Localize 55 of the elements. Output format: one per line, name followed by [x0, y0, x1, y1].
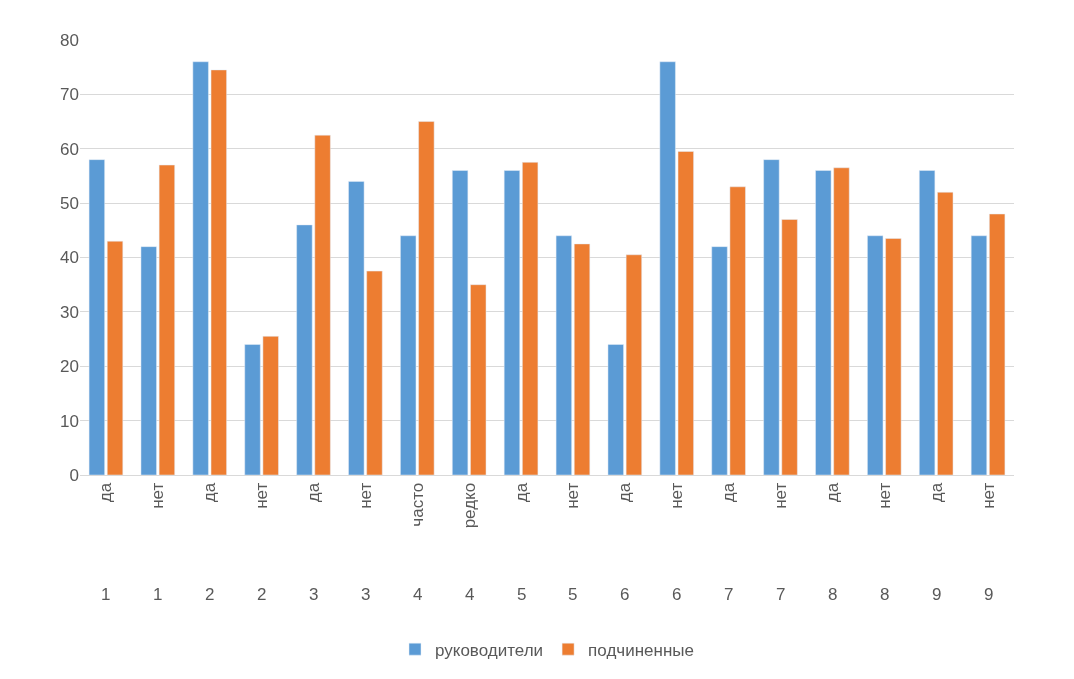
legend-label: руководители: [435, 640, 544, 660]
y-tick-label: 80: [60, 30, 79, 50]
x-tick-label: да: [822, 482, 842, 503]
bar: [555, 235, 572, 475]
x-tick-label: нет: [148, 482, 168, 509]
x-tick-label: да: [304, 482, 324, 503]
x-tick-label: да: [926, 482, 946, 503]
text: 8: [828, 585, 838, 604]
y-tick-label: 60: [60, 139, 79, 159]
y-tick-label: 50: [60, 194, 79, 214]
bar: [522, 162, 539, 475]
bar: [573, 243, 591, 475]
text: 3: [309, 585, 319, 604]
x-tick-label: нет: [874, 482, 894, 509]
y-tick-label: 20: [60, 357, 79, 377]
text: 2: [205, 585, 215, 604]
x-tick-label: да: [615, 482, 635, 503]
x-tick-label: нет: [978, 482, 998, 509]
x-tick-label: нет: [563, 482, 583, 509]
text: 9: [984, 585, 994, 604]
text: 7: [776, 585, 786, 604]
text: 7: [724, 585, 734, 604]
y-tick-label: 10: [60, 411, 79, 431]
bar: [970, 235, 988, 475]
bar: [989, 213, 1006, 475]
text: 3: [361, 585, 371, 604]
text: 2: [257, 585, 267, 604]
text: 1: [153, 585, 163, 604]
x-tick-label: да: [511, 482, 531, 503]
x-tick-label: да: [719, 482, 739, 503]
y-tick-label: 30: [60, 302, 79, 322]
x-tick-label: нет: [252, 482, 272, 509]
y-tick-label: 40: [60, 248, 79, 268]
text: 9: [932, 585, 942, 604]
y-tick-label: 0: [69, 465, 79, 485]
text: 5: [568, 585, 578, 604]
bar: [106, 240, 124, 475]
text: 5: [517, 585, 527, 604]
text: 4: [413, 585, 423, 604]
x-tick-label: да: [96, 482, 116, 503]
text: 1: [101, 585, 111, 604]
x-tick-label: нет: [355, 482, 375, 509]
x-tick-label: редко: [459, 482, 479, 529]
text: 6: [672, 585, 682, 604]
x-tick-label: нет: [667, 482, 687, 509]
x-tick-label: нет: [771, 482, 791, 509]
bar: [503, 170, 521, 475]
text: 6: [620, 585, 630, 604]
x-tick-label: да: [200, 482, 220, 503]
y-tick-label: 70: [60, 85, 79, 105]
text: 4: [465, 585, 475, 604]
legend-label: подчиненные: [588, 640, 694, 660]
text: 8: [880, 585, 890, 604]
bar: [88, 159, 105, 475]
x-tick-label: часто: [407, 482, 427, 527]
